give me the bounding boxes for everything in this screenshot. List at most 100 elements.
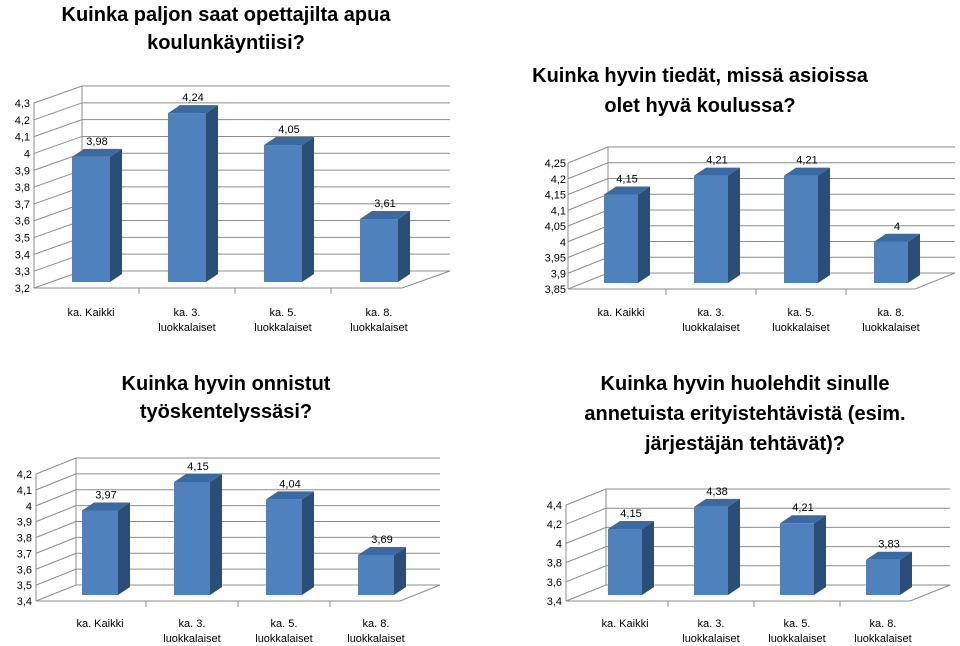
y-tick-label: 3,9 (551, 268, 566, 280)
bar-top (174, 473, 222, 482)
bar-side (638, 186, 650, 283)
category-label: ka. 8. luokkalaiset (854, 618, 911, 645)
category-label: ka. 3. luokkalaiset (682, 307, 739, 334)
data-label: 3,69 (371, 534, 392, 546)
y-tick-label: 3,7 (17, 548, 32, 560)
bar-top (866, 551, 912, 560)
bar-front (72, 156, 110, 282)
data-label: 4,15 (187, 461, 208, 473)
gridline (565, 488, 950, 506)
data-label: 3,97 (95, 490, 116, 502)
bar (358, 546, 406, 595)
chart-title: Kuinka hyvin onnistut työskentelyssäsi? (122, 373, 331, 423)
data-label: 4,15 (616, 174, 637, 186)
gridline (35, 473, 440, 491)
bar-side (210, 473, 222, 595)
category-label-line: luokkalaiset (772, 322, 829, 334)
bar-front (358, 554, 394, 595)
y-tick-label: 4,3 (15, 98, 30, 110)
y-tick-label: 3,2 (15, 283, 30, 295)
category-label-line: luokkalaiset (254, 322, 311, 334)
category-label-line: ka. 3. (698, 618, 725, 630)
category-label: ka. 8. luokkalaiset (350, 307, 407, 334)
bar (784, 167, 830, 283)
floor-edge (568, 272, 956, 290)
bar-top (694, 167, 740, 176)
bar-front (694, 506, 728, 595)
bar (694, 498, 740, 595)
chart-title: Kuinka hyvin huolehdit sinulle annetuista… (584, 373, 905, 455)
category-label-line: ka. 3. (174, 307, 201, 319)
bar-front (168, 113, 206, 282)
y-tick-label: 3,4 (547, 596, 562, 608)
category-label: ka. 5. luokkalaiset (768, 618, 825, 645)
chart-3: Kuinka hyvin onnistut työskentelyssäsi? 3,… (17, 373, 441, 645)
bar-top (266, 491, 314, 500)
category-label-line: ka. 5. (270, 307, 297, 319)
y-tick-label: 3,5 (15, 233, 30, 245)
chart-title-line: työskentelyssäsi? (140, 401, 312, 423)
bar (866, 551, 912, 595)
data-label: 4 (894, 221, 900, 233)
data-label: 4,38 (706, 486, 727, 498)
category-label: ka. Kaikki (67, 307, 114, 319)
bar-front (874, 241, 908, 283)
bar (82, 502, 130, 595)
bar-top (82, 502, 130, 511)
category-label: ka. Kaikki (601, 618, 648, 630)
category-label-line: ka. 8. (363, 618, 390, 630)
chart-title: Kuinka hyvin tiedät, missä asioissa olet … (532, 65, 869, 117)
y-tick-label: 4,2 (15, 115, 30, 127)
bar-front (780, 523, 814, 595)
y-tick-label: 3,4 (15, 249, 30, 261)
category-label-line: ka. 5. (784, 618, 811, 630)
category-label-line: ka. Kaikki (76, 618, 123, 630)
category-label-line: luokkalaiset (350, 322, 407, 334)
gridline (33, 102, 450, 121)
bar-side (908, 233, 920, 283)
bar-front (866, 559, 900, 595)
chart-title-line: Kuinka hyvin onnistut (122, 373, 331, 395)
category-label-line: ka. 8. (878, 307, 905, 319)
y-tick-label: 4 (24, 148, 30, 160)
bar-side (818, 167, 830, 283)
bar-side (394, 546, 406, 595)
category-label-line: luokkalaiset (862, 322, 919, 334)
bar (174, 473, 222, 595)
category-label: ka. 8. luokkalaiset (862, 307, 919, 334)
bar-top (604, 186, 650, 195)
y-tick-label: 4,2 (17, 469, 32, 481)
chart-title-line: järjestäjän tehtävät)? (644, 433, 845, 455)
gridline (567, 146, 955, 164)
chart-title-line: Kuinka hyvin huolehdit sinulle (601, 373, 890, 395)
chart-title-line: olet hyvä koulussa? (604, 95, 795, 117)
gridline (33, 85, 450, 104)
category-label: ka. 5. luokkalaiset (255, 618, 312, 645)
bar-top (72, 148, 122, 157)
bar (604, 186, 650, 283)
chart-title-line: Kuinka paljon saat opettajilta apua (62, 4, 392, 26)
category-label: ka. 5. luokkalaiset (772, 307, 829, 334)
floor-edge (36, 584, 441, 602)
bar-top (358, 546, 406, 555)
y-tick-label: 4,1 (551, 205, 566, 217)
bar-side (900, 551, 912, 595)
y-tick-label: 4,25 (545, 158, 566, 170)
data-label: 4,05 (278, 124, 299, 136)
gridline (35, 457, 440, 475)
category-label-line: ka. 5. (788, 307, 815, 319)
y-tick-label: 4,05 (545, 221, 566, 233)
category-label: ka. 8. luokkalaiset (347, 618, 404, 645)
y-tick-label: 3,6 (17, 564, 32, 576)
gridline (33, 119, 450, 138)
category-label-line: ka. Kaikki (601, 618, 648, 630)
y-tick-label: 3,95 (545, 253, 566, 265)
bar-front (694, 175, 728, 283)
bar (694, 167, 740, 283)
y-tick-label: 3,6 (547, 577, 562, 589)
bar-side (728, 498, 740, 595)
data-label: 4,24 (182, 92, 203, 104)
y-tick-label: 3,9 (15, 165, 30, 177)
y-tick-label: 3,7 (15, 199, 30, 211)
bar-front (784, 175, 818, 283)
